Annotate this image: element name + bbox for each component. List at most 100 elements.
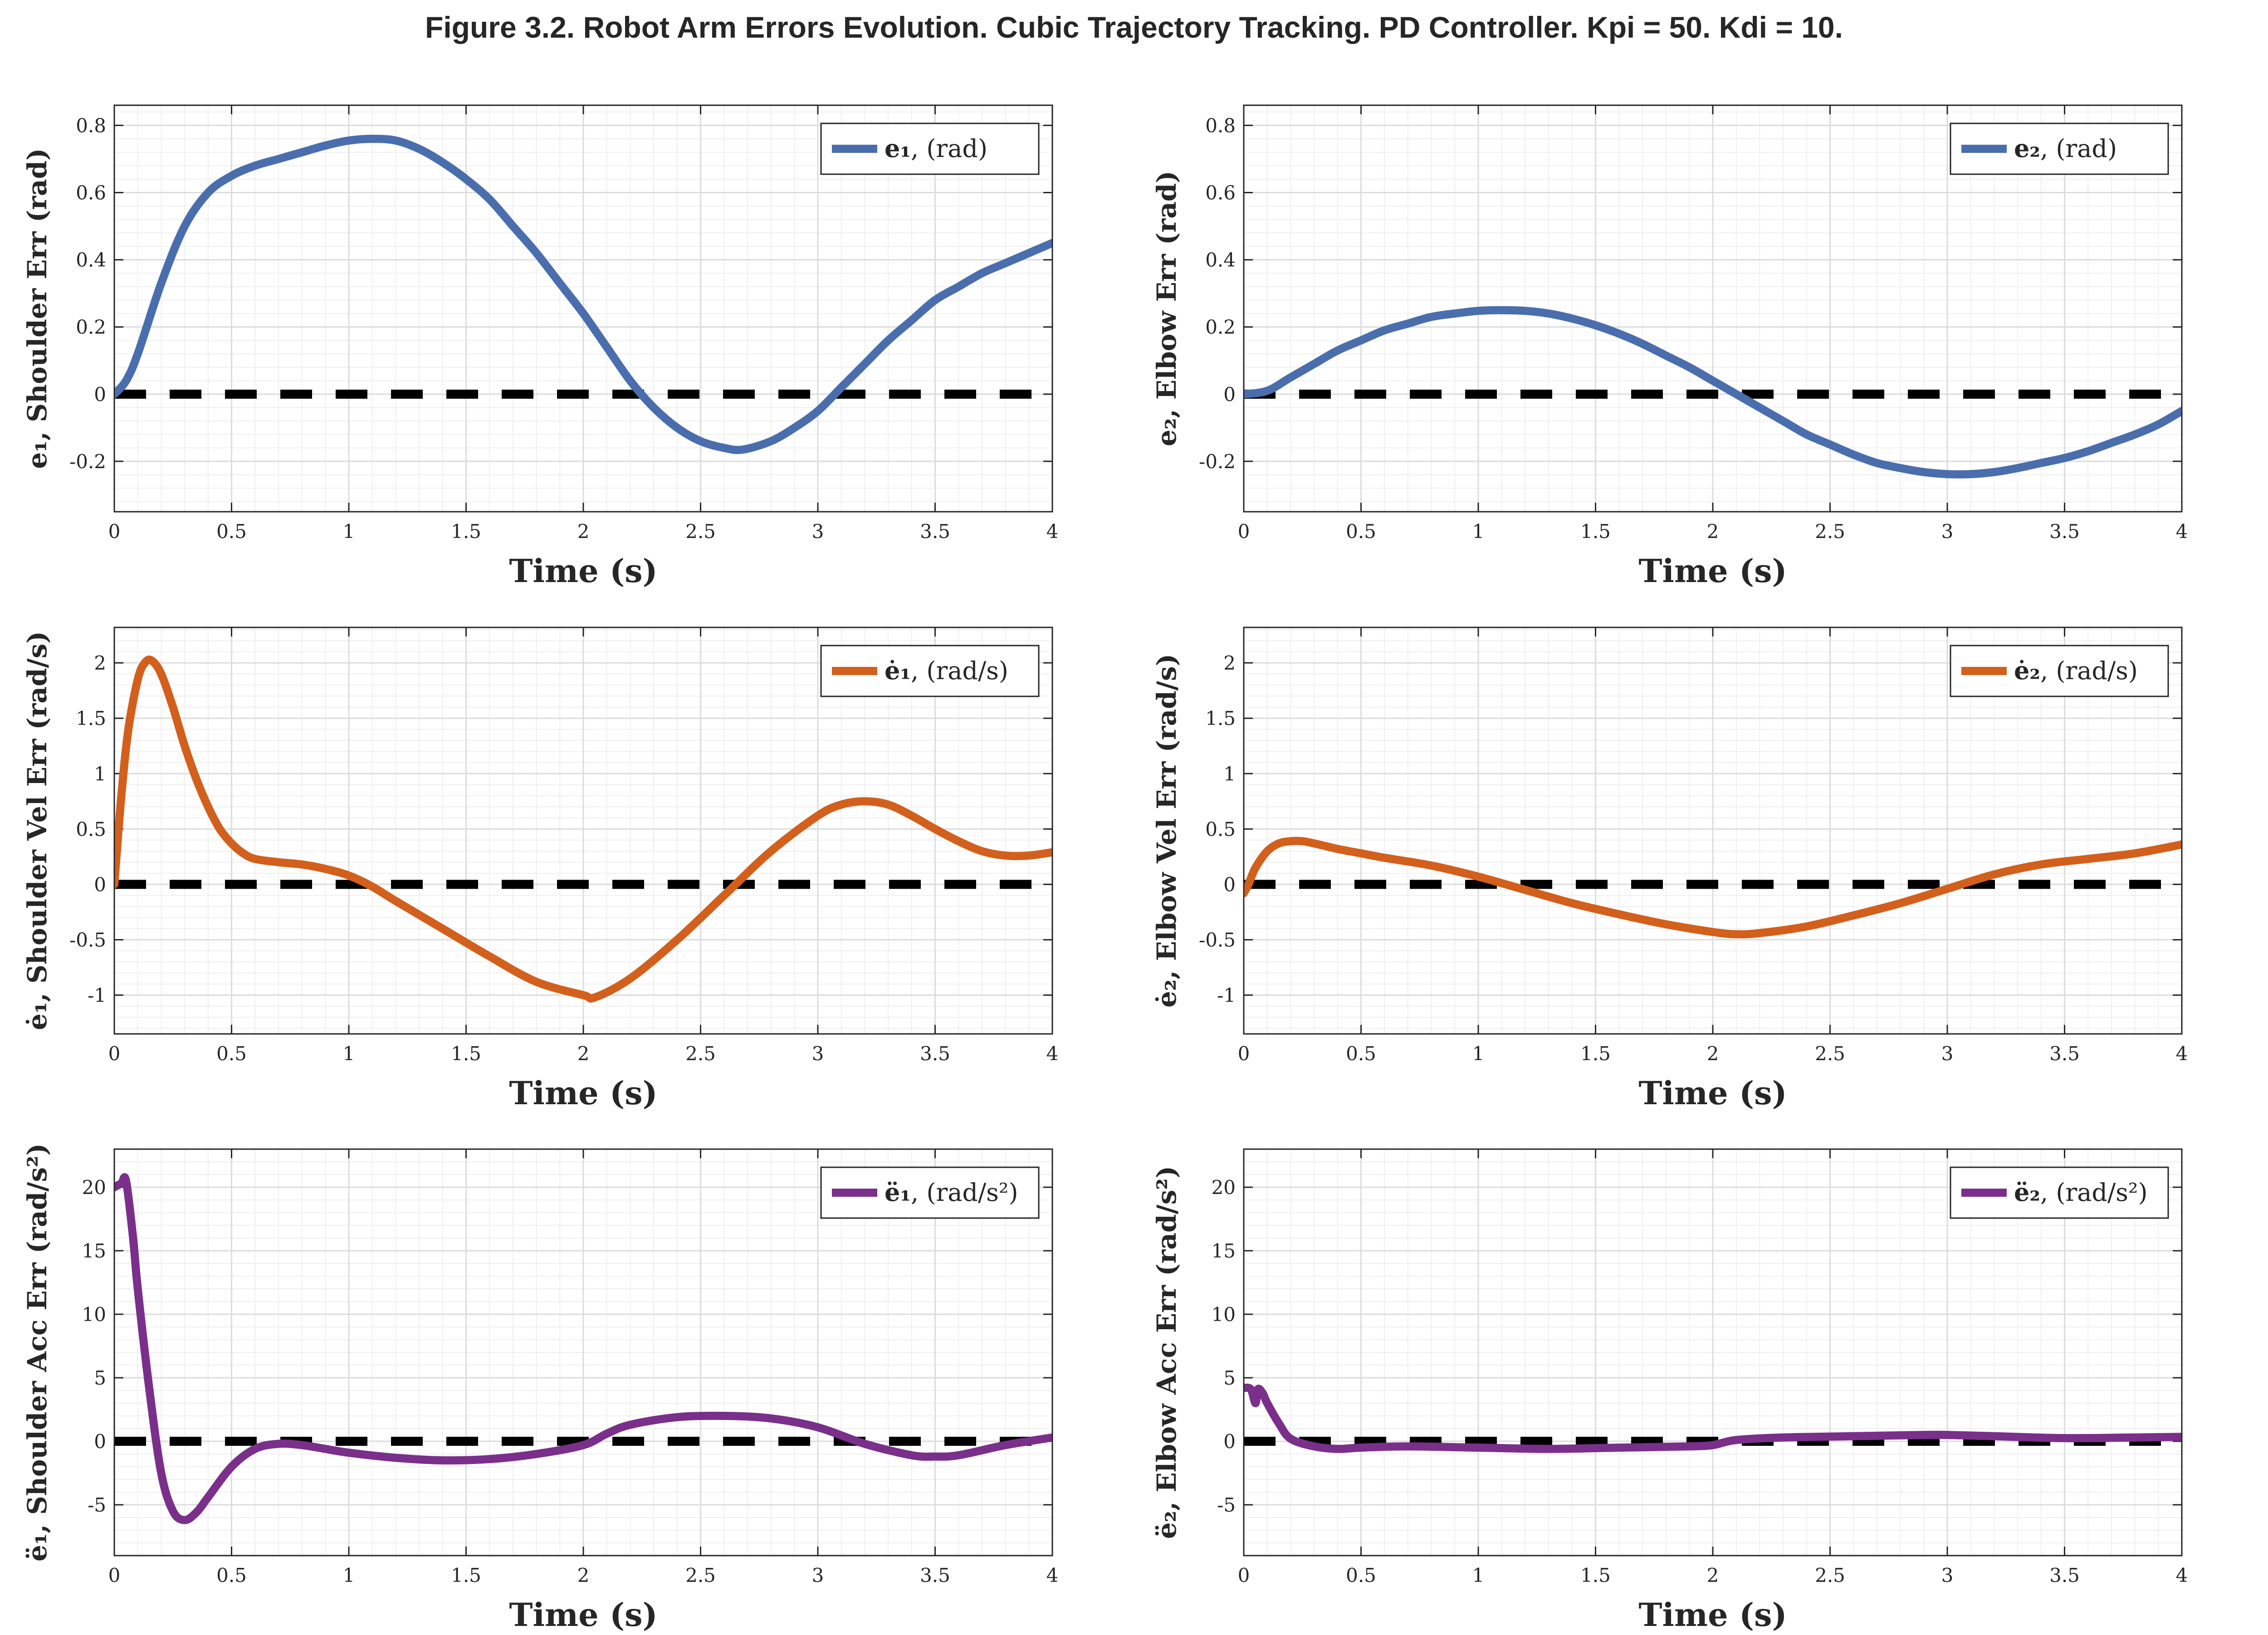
legend-label: e₂, (rad) (2014, 134, 2117, 163)
x-tick-label: 0 (108, 520, 121, 543)
y-tick-label: 0.6 (1205, 182, 1236, 204)
series-line-e1ddot (114, 1173, 1052, 1524)
y-tick-label: -1 (88, 984, 106, 1007)
legend: e₂, (rad) (1950, 122, 2169, 175)
y-tick-label: 0.4 (76, 249, 106, 271)
series-line-e2dot (1244, 837, 2182, 939)
x-tick-label: 0.5 (216, 520, 247, 543)
y-tick-label: 0 (1223, 873, 1236, 896)
x-tick-label: 2.5 (685, 1043, 716, 1065)
legend-symbol: ë₂ (2014, 1178, 2040, 1207)
axes-box (1243, 627, 2183, 1035)
x-tick-label: 1.5 (451, 520, 481, 543)
y-tick-label: 15 (1212, 1240, 1236, 1262)
chart-panel-e2: 0 0.5 1 1.5 2 2.5 3 3.5 4 -0.2 0 0.2 0.4 0.6 0.8 Time (… (1151, 104, 2188, 590)
legend-symbol: ë₁ (885, 1178, 911, 1207)
legend: ë₁, (rad/s²) (820, 1166, 1040, 1219)
x-tick-label: 3 (812, 520, 824, 543)
x-tick-label: 2.5 (685, 1564, 716, 1586)
x-tick-label: 2 (577, 520, 590, 543)
x-tick-label: 2.5 (1815, 1043, 1845, 1065)
y-tick-label: 20 (1212, 1176, 1236, 1199)
x-tick-label: 2.5 (685, 520, 716, 543)
x-tick-label: 3 (1941, 520, 1954, 543)
axes-box (113, 104, 1053, 513)
x-tick-label: 4 (2176, 1043, 2188, 1065)
y-tick-label: 1.5 (1205, 707, 1236, 729)
x-axis-label: Time (s) (509, 1596, 657, 1634)
x-tick-label: 3.5 (2049, 520, 2080, 543)
x-tick-label: 2 (577, 1043, 590, 1065)
legend-unit: , (rad/s) (2040, 656, 2138, 685)
x-tick-label: 2 (577, 1564, 590, 1586)
y-tick-label: -0.2 (69, 450, 106, 473)
legend-symbol: e₁ (885, 134, 911, 163)
y-tick-label: 0.8 (1205, 114, 1236, 137)
legend-unit: , (rad/s²) (911, 1178, 1018, 1207)
y-tick-label: 15 (82, 1240, 106, 1262)
legend-label: ë₂, (rad/s²) (2014, 1178, 2148, 1207)
y-tick-label: 5 (94, 1367, 106, 1389)
x-tick-label: 4 (2176, 1564, 2188, 1586)
x-tick-label: 1 (1472, 1564, 1485, 1586)
x-tick-label: 2 (1707, 1564, 1719, 1586)
legend-unit: , (rad/s²) (2040, 1178, 2148, 1207)
y-tick-label: 10 (1212, 1303, 1236, 1326)
x-tick-label: 1.5 (451, 1564, 481, 1586)
x-tick-label: 1.5 (1580, 1043, 1611, 1065)
legend-unit: , (rad/s) (911, 656, 1008, 685)
legend-unit: , (rad) (2040, 134, 2117, 163)
x-tick-label: 1.5 (1580, 520, 1611, 543)
x-tick-label: 2 (1707, 1043, 1719, 1065)
x-tick-label: 3.5 (920, 1043, 950, 1065)
x-tick-label: 3.5 (2049, 1043, 2080, 1065)
y-tick-label: -1 (1217, 984, 1236, 1007)
y-tick-label: 10 (82, 1303, 106, 1326)
y-axis-label: ë₁, Shoulder Acc Err (rad/s²) (22, 1143, 53, 1562)
legend-label: e₁, (rad) (885, 134, 987, 163)
x-tick-label: 3.5 (920, 1564, 950, 1586)
x-tick-label: 4 (2176, 520, 2188, 543)
x-tick-label: 1.5 (451, 1043, 481, 1065)
x-tick-label: 3 (1941, 1564, 1954, 1586)
y-axis-label: e₁, Shoulder Err (rad) (22, 148, 53, 469)
chart-panel-e2dot: 0 0.5 1 1.5 2 2.5 3 3.5 4 -1 -0.5 0 0.5 1 1.5 2 Time (s)… (1151, 627, 2188, 1112)
y-tick-label: 0 (94, 1430, 106, 1453)
y-axis-label: ë₂, Elbow Acc Err (rad/s²) (1151, 1166, 1182, 1539)
y-tick-label: 1 (94, 763, 106, 785)
legend-box (1950, 1166, 2169, 1219)
legend-symbol: ė₁ (885, 656, 911, 685)
chart-panel-e1ddot: 0 0.5 1 1.5 2 2.5 3 3.5 4 -5 0 5 10 15 20 Time (s) ë₁, S… (22, 1143, 1058, 1634)
x-tick-label: 3 (812, 1564, 824, 1586)
x-tick-label: 0 (1238, 1043, 1250, 1065)
x-tick-label: 3.5 (2049, 1564, 2080, 1586)
x-tick-label: 3.5 (920, 520, 950, 543)
chart-panel-e2ddot: 0 0.5 1 1.5 2 2.5 3 3.5 4 -5 0 5 10 15 20 Time (s) ë₂, E… (1151, 1148, 2188, 1634)
y-tick-label: 20 (82, 1176, 106, 1199)
y-tick-label: 0 (1223, 383, 1236, 406)
x-tick-label: 0.5 (1346, 520, 1376, 543)
y-tick-label: 5 (1223, 1367, 1236, 1389)
y-axis-label: ė₂, Elbow Vel Err (rad/s) (1151, 654, 1182, 1008)
chart-panel-e1dot: 0 0.5 1 1.5 2 2.5 3 3.5 4 -1 -0.5 0 0.5 1 1.5 2 Time (s)… (22, 627, 1058, 1112)
y-tick-label: 0 (1223, 1430, 1236, 1453)
y-tick-label: -0.2 (1199, 450, 1236, 473)
y-tick-label: 2 (1223, 652, 1236, 674)
x-tick-label: 2.5 (1815, 520, 1845, 543)
x-tick-label: 1 (343, 1043, 355, 1065)
x-tick-label: 1 (343, 520, 355, 543)
y-tick-label: 2 (94, 652, 106, 674)
y-tick-label: 0.8 (76, 114, 106, 137)
legend-unit: , (rad) (911, 134, 987, 163)
y-tick-label: 1 (1223, 763, 1236, 785)
legend-symbol: e₂ (2014, 134, 2040, 163)
y-tick-label: 0.2 (1205, 316, 1236, 338)
x-tick-label: 3 (812, 1043, 824, 1065)
x-tick-label: 0.5 (1346, 1043, 1376, 1065)
x-tick-label: 4 (1046, 1043, 1059, 1065)
y-tick-label: 0.6 (76, 182, 106, 204)
x-tick-label: 2.5 (1815, 1564, 1845, 1586)
x-tick-label: 0 (1238, 520, 1250, 543)
axes-box (113, 1148, 1053, 1557)
